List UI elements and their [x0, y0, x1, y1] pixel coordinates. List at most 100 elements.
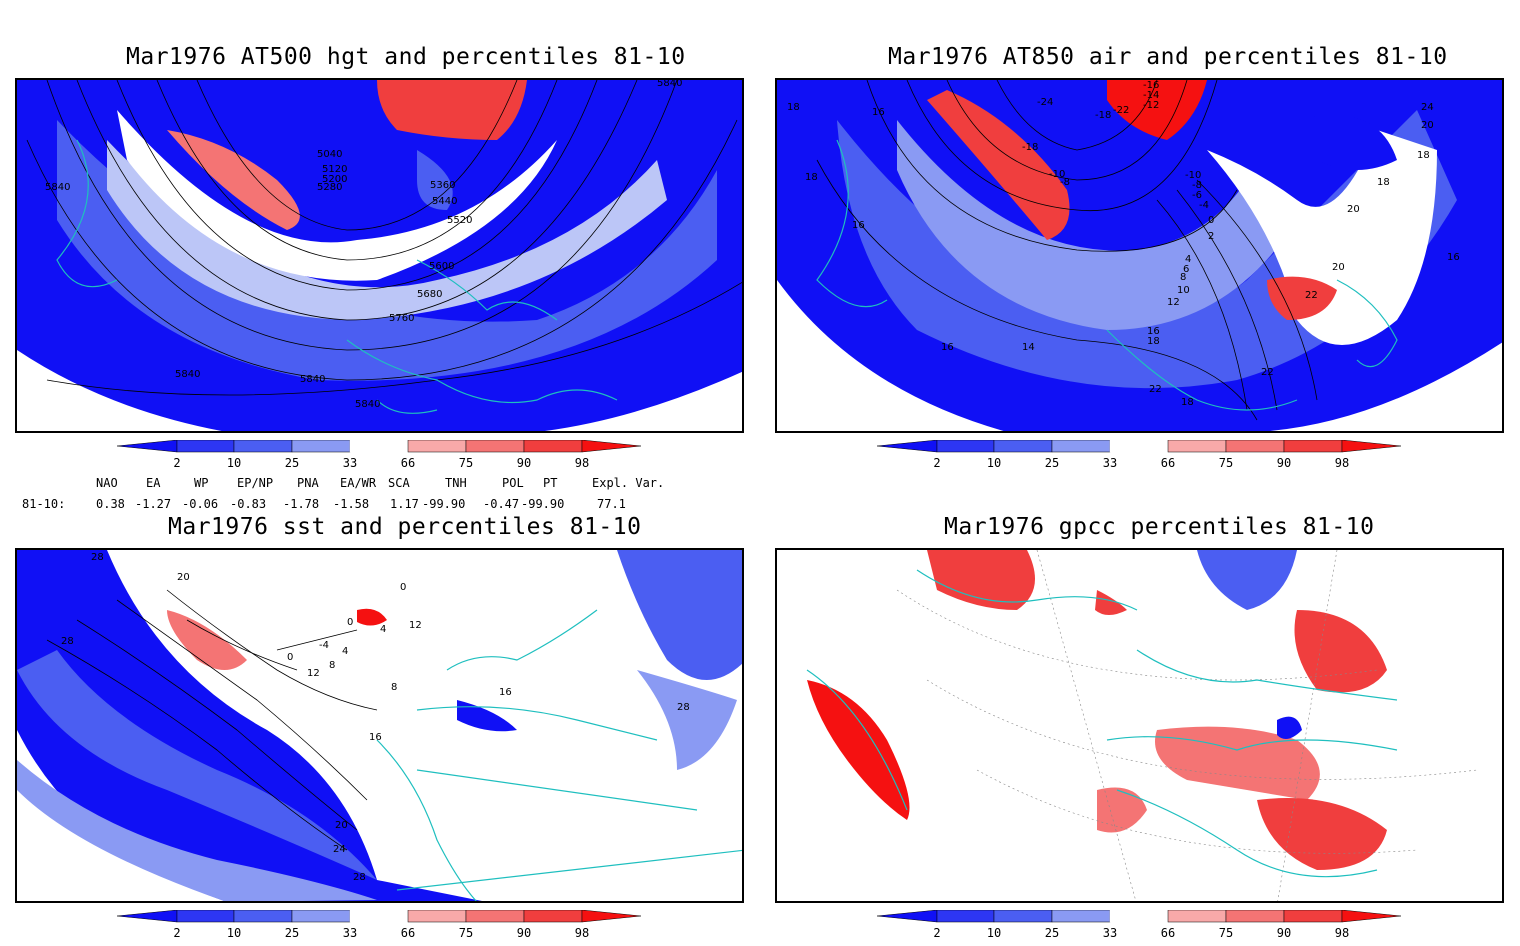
- contour-label: 4: [380, 624, 386, 635]
- tele-header-ea: EA: [146, 476, 161, 490]
- tele-value: 1.17: [390, 497, 419, 511]
- colorbar-sst: 2 10 25 33 66 75 90 98: [116, 909, 642, 946]
- contour-label: 10: [1177, 285, 1190, 296]
- contour-label: 5200: [322, 174, 347, 185]
- contour-label: 28: [677, 702, 690, 713]
- contour-label: 4: [342, 646, 348, 657]
- contour-label: 22: [1305, 290, 1318, 301]
- shade-white-band: [117, 110, 557, 281]
- colorbar-tick: 98: [574, 926, 590, 940]
- shade-red-west: [807, 680, 910, 820]
- colorbar-tick: 75: [458, 456, 474, 470]
- tele-row-label: 81-10:: [22, 497, 66, 511]
- tele-value: -1.58: [333, 497, 370, 511]
- contour-label: -4: [319, 640, 329, 651]
- panel-title-hgt: Mar1976 AT500 hgt and percentiles 81-10: [126, 44, 686, 70]
- shade-pale-blue: [897, 120, 1297, 330]
- colorbar-tick: 98: [1334, 926, 1350, 940]
- contour-label: 20: [177, 572, 190, 583]
- shade-white-band: [1207, 130, 1437, 345]
- contour-label: 5680: [417, 289, 442, 300]
- contour-label: 18: [1181, 397, 1194, 408]
- colorbar-tick: 25: [284, 926, 300, 940]
- colorbar-tick: 66: [1160, 926, 1176, 940]
- contour-label: 5440: [432, 196, 457, 207]
- colorbar-tick: 66: [400, 926, 416, 940]
- contour-label: 5040: [317, 149, 342, 160]
- coastlines: [806, 569, 1398, 878]
- colorbar-hgt: 2 10 25 33 66 75 90 98: [116, 439, 642, 476]
- tele-value: 0.38: [96, 497, 125, 511]
- tele-header-eawr: EA/WR: [340, 476, 377, 490]
- contour-label: 5600: [429, 261, 454, 272]
- colorbar-svg: [116, 439, 642, 453]
- colorbar-tick: 98: [574, 456, 590, 470]
- map-panel-hgt: 5040 5120 5200 5280 5360 5440 5520 5600 …: [15, 78, 744, 433]
- shade-red-east: [1267, 276, 1337, 320]
- contour-labels-hgt: 5040 5120 5200 5280 5360 5440 5520 5600 …: [45, 80, 682, 410]
- tele-header-tnh: TNH: [445, 476, 467, 490]
- shade-mid-blue: [57, 120, 717, 381]
- colorbar-tick: 25: [1044, 456, 1060, 470]
- coastlines: [816, 139, 1398, 411]
- contour-label: 12: [307, 668, 320, 679]
- contour-label: 24: [1421, 102, 1434, 113]
- shade-red-north: [377, 80, 527, 140]
- colorbar-tick: 25: [284, 456, 300, 470]
- shade-blue-north: [1197, 550, 1297, 610]
- contour-label: 18: [1377, 177, 1390, 188]
- colorbar-tick: 2: [933, 456, 941, 470]
- shade-blue-northeast: [617, 550, 742, 680]
- colorbar-tick: 66: [400, 456, 416, 470]
- panel-title-gpcc: Mar1976 gpcc percentiles 81-10: [944, 514, 1375, 540]
- contour-label: 12: [1167, 297, 1180, 308]
- coastlines: [376, 609, 742, 901]
- height-contours: [26, 80, 742, 396]
- contour-label: 16: [941, 342, 954, 353]
- tele-header-epnp: EP/NP: [237, 476, 274, 490]
- shade-red-center: [1095, 590, 1127, 615]
- contour-label: 0: [400, 582, 406, 593]
- contour-label: -12: [1143, 100, 1159, 111]
- contour-label: 5840: [657, 80, 682, 89]
- contour-label: 8: [391, 682, 397, 693]
- colorbar-tick: 33: [342, 926, 358, 940]
- colorbar-tick: 90: [1276, 456, 1292, 470]
- contour-label: 12: [409, 620, 422, 631]
- contour-label: -10: [1049, 169, 1065, 180]
- tele-header-sca: SCA: [388, 476, 410, 490]
- contour-label: 6: [1183, 264, 1189, 275]
- contour-label: 28: [353, 872, 366, 883]
- tele-value: -99.90: [422, 497, 466, 511]
- contour-label: -6: [1192, 190, 1202, 201]
- tele-header-wp: WP: [194, 476, 209, 490]
- shade-red-south: [1257, 798, 1387, 870]
- map-panel-air: -16 -14 -12 -24 -18 -22 -18 -10 -8 -10 -…: [775, 78, 1504, 433]
- contour-label: 18: [805, 172, 818, 183]
- coastlines: [56, 139, 618, 414]
- contour-label: 5840: [45, 182, 70, 193]
- shade-red-east: [1294, 610, 1387, 693]
- colorbar-tick: 2: [933, 926, 941, 940]
- contour-label: -22: [1113, 105, 1129, 116]
- contour-label: 16: [872, 107, 885, 118]
- tele-value: -0.83: [230, 497, 267, 511]
- contour-label: 0: [287, 652, 293, 663]
- colorbar-tick: 75: [1218, 926, 1234, 940]
- colorbar-tick: 90: [1276, 926, 1292, 940]
- contour-label: 16: [369, 732, 382, 743]
- contour-labels-air: -16 -14 -12 -24 -18 -22 -18 -10 -8 -10 -…: [787, 80, 1460, 408]
- colorbar-svg: [876, 909, 1402, 923]
- contour-label: 18: [1147, 336, 1160, 347]
- colorbar-tick: 33: [1102, 926, 1118, 940]
- contour-label: -24: [1037, 97, 1053, 108]
- contour-label: 20: [1332, 262, 1345, 273]
- colorbar-tick: 10: [226, 456, 242, 470]
- contour-label: -8: [1192, 180, 1202, 191]
- colorbar-tick: 2: [173, 456, 181, 470]
- contour-label: -18: [1095, 110, 1111, 121]
- contour-label: -4: [1199, 200, 1209, 211]
- contour-label: 5520: [447, 215, 472, 226]
- shade-pale-blue: [107, 140, 667, 320]
- contour-label: 5840: [300, 374, 325, 385]
